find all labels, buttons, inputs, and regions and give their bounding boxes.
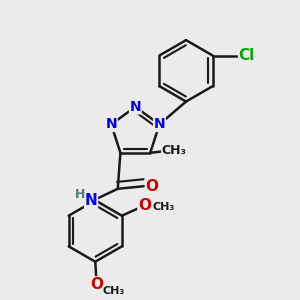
Text: N: N — [130, 100, 141, 114]
Text: H: H — [74, 188, 85, 201]
Text: CH₃: CH₃ — [162, 144, 187, 157]
Text: O: O — [90, 277, 103, 292]
Text: O: O — [138, 198, 151, 213]
Text: O: O — [146, 178, 158, 194]
Text: CH₃: CH₃ — [152, 202, 174, 212]
Text: CH₃: CH₃ — [103, 286, 125, 296]
Text: N: N — [85, 193, 98, 208]
Text: N: N — [154, 117, 165, 131]
Text: N: N — [105, 117, 117, 131]
Text: Cl: Cl — [239, 48, 255, 63]
